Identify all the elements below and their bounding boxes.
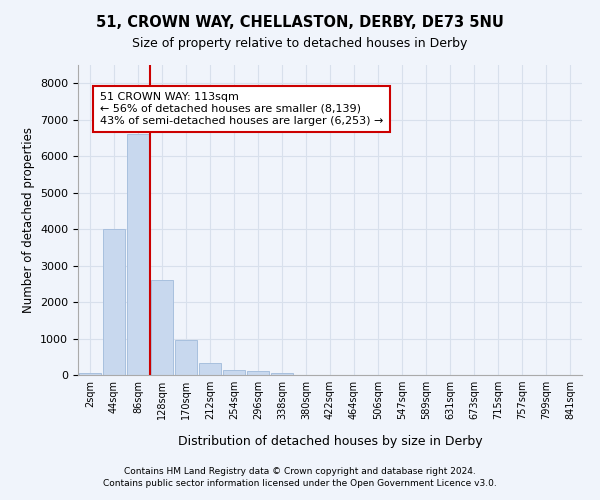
Text: Contains public sector information licensed under the Open Government Licence v3: Contains public sector information licen…	[103, 479, 497, 488]
Text: Contains HM Land Registry data © Crown copyright and database right 2024.: Contains HM Land Registry data © Crown c…	[124, 467, 476, 476]
Bar	[127, 134, 149, 375]
Bar	[103, 229, 125, 375]
Bar	[79, 373, 101, 375]
Text: Size of property relative to detached houses in Derby: Size of property relative to detached ho…	[133, 38, 467, 51]
Text: 51, CROWN WAY, CHELLASTON, DERBY, DE73 5NU: 51, CROWN WAY, CHELLASTON, DERBY, DE73 5…	[96, 15, 504, 30]
Bar	[151, 280, 173, 375]
Bar	[271, 373, 293, 375]
Bar	[223, 370, 245, 375]
Text: Distribution of detached houses by size in Derby: Distribution of detached houses by size …	[178, 435, 482, 448]
Bar	[199, 362, 221, 375]
Bar	[247, 372, 269, 375]
Bar	[175, 340, 197, 375]
Y-axis label: Number of detached properties: Number of detached properties	[22, 127, 35, 313]
Text: 51 CROWN WAY: 113sqm
← 56% of detached houses are smaller (8,139)
43% of semi-de: 51 CROWN WAY: 113sqm ← 56% of detached h…	[100, 92, 383, 126]
